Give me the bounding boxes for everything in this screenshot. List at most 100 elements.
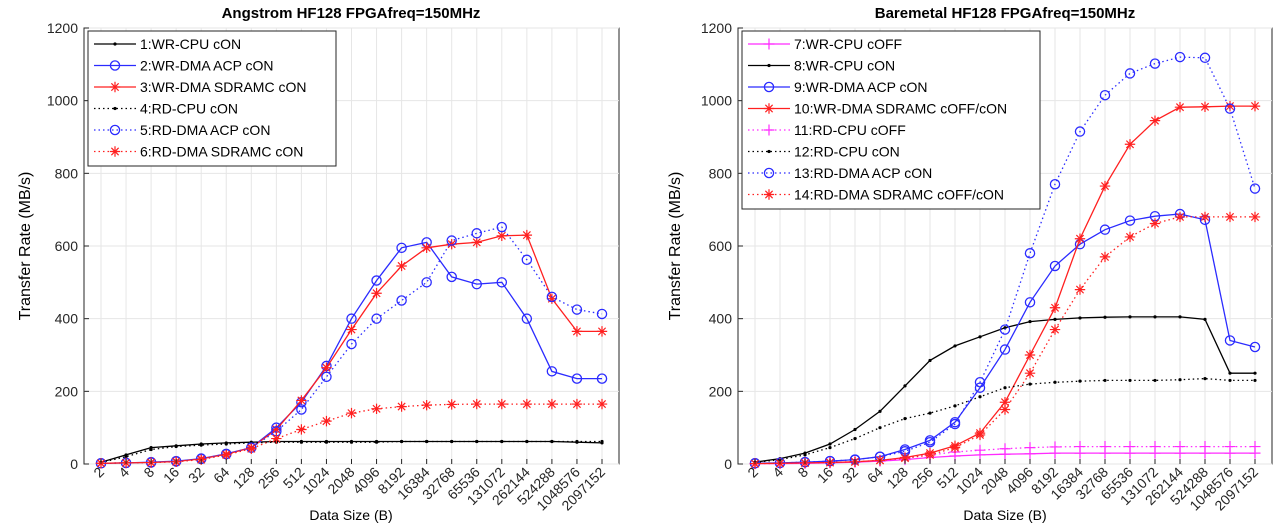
legend-marker [763,81,775,93]
data-point [1149,58,1161,69]
data-point [496,230,507,242]
x-tick-label: 32 [185,464,207,486]
data-point [471,237,482,248]
data-point [496,277,508,288]
data-point [425,439,429,444]
data-point [149,447,153,452]
data-point [949,442,961,453]
data-point [446,271,457,283]
legend-left: 1:WR-CPU cON 2:WR-DMA ACP cON 3:WR-DMA SDR… [87,30,337,167]
data-point [1199,52,1211,64]
data-point [999,344,1011,355]
x-tick-label: 64 [210,464,232,486]
data-point [321,362,332,373]
x-tick-label: 2048 [324,464,357,497]
data-point [346,324,357,335]
data-point [953,344,957,348]
data-point [571,373,583,384]
data-point [1078,379,1082,383]
y-tick-label: 200 [709,383,733,399]
data-point [421,277,432,288]
data-point [1174,211,1186,223]
data-point [1249,211,1261,223]
data-point [1028,382,1032,386]
data-point [521,254,533,266]
data-point [1078,316,1082,320]
data-point [1024,248,1036,259]
data-point [296,404,307,415]
x-tick-label: 16 [814,464,836,486]
y-ticks-right: 0 200 400 600 800 1000 1200 [701,20,743,472]
data-point [374,440,379,444]
legend-label: 1:WR-CPU cON [140,36,241,52]
data-point [1174,51,1186,63]
data-point [271,424,282,435]
legend-label: 8:WR-CPU cON [794,58,895,74]
data-point [1224,335,1236,346]
data-point [853,427,857,432]
legend-marker [109,124,121,136]
y-tick-label: 400 [709,311,733,327]
legend-label: 4:RD-CPU cON [140,101,238,117]
data-point [1228,371,1232,375]
data-point [421,399,432,411]
data-point [321,415,332,427]
legend-label: 11:RD-CPU cOFF [794,122,906,138]
y-tick-label: 1200 [701,20,732,36]
data-point [1249,341,1261,353]
data-point [1228,378,1232,383]
chart-angstrom: 0 200 400 600 800 1000 1200 2 4 8 16 32 64128256512… [17,5,620,523]
data-point [600,439,604,444]
data-point [596,326,608,337]
chart-baremetal: 0 200 400 600 800 1000 1200 2 4 8 16 32 64128256512… [667,5,1273,523]
data-point [1049,324,1061,335]
data-point [346,407,357,419]
series-7 [749,51,1261,469]
data-point [571,398,583,410]
legend-marker [763,124,775,136]
data-point [1153,315,1157,319]
chart-title-right: Baremetal HF128 FPGAfreq=150MHz [875,5,1136,22]
legend-label: 7:WR-CPU cOFF [794,36,902,52]
data-point [1149,218,1161,229]
x-tick-label: 32 [839,464,861,486]
legend-marker [763,167,775,179]
data-point [999,324,1011,335]
legend-marker [113,42,117,46]
series-layer-left [95,221,608,469]
legend-right: 7:WR-CPU cOFF 8:WR-CPU cON 9:WR-DMA ACP cO… [741,30,1041,210]
data-point [1203,377,1207,381]
x-ticks-left: 2 4 8 16 32 641282565121024204840968192163843… [90,459,608,514]
legend-marker [113,106,117,111]
data-point [978,395,982,399]
y-axis-label-right: Transfer Rate (MB/s) [667,172,684,321]
data-point [899,452,911,464]
data-point [321,371,332,383]
data-point [1178,315,1182,319]
series-line [754,213,1256,464]
data-point [1024,297,1036,308]
data-point [396,242,407,254]
x-axis-label-left: Data Size (B) [309,507,392,523]
data-point [953,404,957,408]
data-point [1249,183,1261,194]
data-point [596,308,608,320]
legend-box [87,30,337,167]
legend-marker [109,81,121,93]
x-axis-label-right: Data Size (B) [963,507,1046,523]
x-tick-label: 16 [160,464,182,486]
x-tick-label: 256 [908,464,936,492]
legend-label: 9:WR-DMA ACP cON [794,79,928,95]
data-point [1199,101,1211,113]
data-point [349,440,354,444]
data-point [1074,126,1086,137]
y-tick-label: 400 [55,311,79,327]
data-point [596,398,608,410]
data-point [446,235,457,246]
data-point [471,228,482,239]
data-point [1074,233,1086,244]
data-point [500,439,504,444]
data-point [475,439,479,444]
y-tick-label: 1000 [701,93,732,109]
